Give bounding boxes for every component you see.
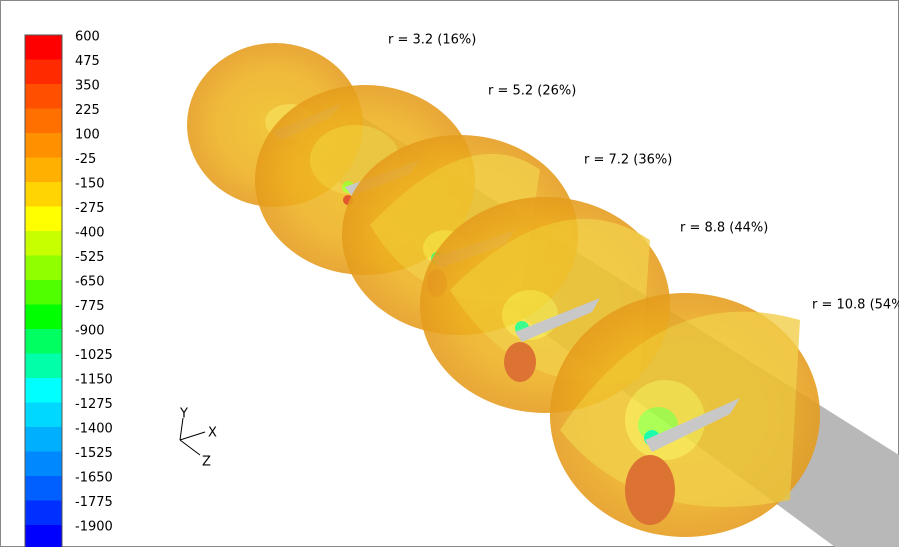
legend-swatch — [25, 157, 62, 183]
axis-label: Y — [179, 407, 188, 422]
legend-swatch — [25, 378, 62, 403]
legend-swatch — [25, 84, 62, 109]
slice-label: r = 5.2 (26%) — [488, 84, 576, 99]
legend-label: -150 — [75, 177, 105, 192]
legend-label: -1650 — [75, 471, 113, 486]
legend-swatch — [25, 133, 62, 158]
legend-swatch — [25, 108, 62, 134]
legend-border — [24, 34, 63, 547]
slice-labels: r = 3.2 (16%) r = 5.2 (26%) r = 7.2 (36%) r… — [388, 33, 899, 313]
legend-swatch — [25, 402, 62, 428]
legend-swatch — [25, 304, 62, 330]
legend-swatch — [25, 59, 62, 85]
axis-label: Z — [202, 455, 211, 470]
slice-5 — [550, 293, 820, 537]
axis-x — [179, 431, 206, 441]
legend-swatch — [25, 280, 62, 305]
legend-label: -1150 — [75, 373, 113, 388]
legend-label: -900 — [75, 324, 105, 339]
legend-label: -1775 — [75, 495, 113, 510]
legend-swatch — [25, 427, 62, 452]
legend-label: 600 — [75, 30, 100, 45]
axis-label: X — [208, 426, 217, 441]
legend-swatch — [25, 525, 62, 547]
legend-label: 350 — [75, 79, 100, 94]
scene: Y X Z — [179, 43, 899, 547]
legend-label: -25 — [75, 152, 96, 167]
legend-swatch — [25, 353, 62, 379]
legend-swatch — [25, 329, 62, 354]
legend-swatch — [25, 255, 62, 281]
legend-label: 475 — [75, 54, 100, 69]
slice-label: r = 3.2 (16%) — [388, 33, 476, 48]
axis-y — [179, 417, 184, 441]
legend-swatch — [25, 500, 62, 526]
legend-swatch — [25, 451, 62, 477]
legend-swatch — [25, 182, 62, 207]
legend-label: -400 — [75, 226, 105, 241]
legend-label: -275 — [75, 201, 105, 216]
legend-label: -775 — [75, 299, 105, 314]
airfoil — [645, 398, 740, 452]
legend-label: -1400 — [75, 422, 113, 437]
legend: 600 475 350 225 100 -25 -150 -275 -400 -525 -650 -7… — [24, 30, 113, 547]
slice-label: r = 8.8 (44%) — [680, 221, 768, 236]
legend-label: 225 — [75, 103, 100, 118]
airfoil — [515, 298, 600, 342]
legend-label: -650 — [75, 275, 105, 290]
legend-swatch — [25, 476, 62, 501]
legend-label: 100 — [75, 128, 100, 143]
legend-label: -1900 — [75, 520, 113, 535]
slice-label: r = 10.8 (54%) — [812, 298, 899, 313]
legend-swatch — [25, 206, 62, 232]
legend-label: -1025 — [75, 348, 113, 363]
axis-z — [179, 439, 201, 456]
legend-label: -525 — [75, 250, 105, 265]
legend-swatch — [25, 231, 62, 256]
legend-label: -1525 — [75, 446, 113, 461]
slice-label: r = 7.2 (36%) — [584, 153, 672, 168]
legend-swatch — [25, 35, 62, 60]
legend-label: -1275 — [75, 397, 113, 412]
